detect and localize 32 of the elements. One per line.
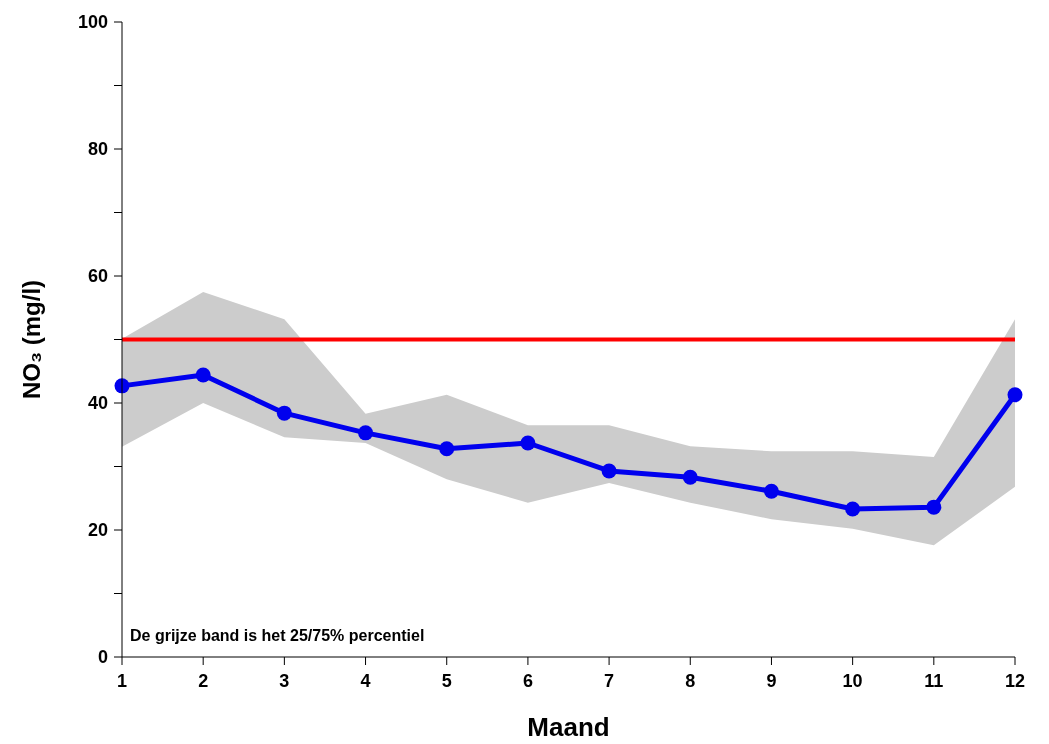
y-tick-label: 100 — [77, 12, 108, 33]
x-tick-label: 5 — [441, 671, 452, 691]
x-tick-label: 6 — [522, 671, 533, 691]
point — [1007, 387, 1023, 403]
x-axis-title: Maand — [527, 712, 610, 742]
y-axis-title: NO₃ (mg/l) — [18, 279, 45, 400]
point — [276, 405, 292, 421]
x-tick-label: 4 — [360, 671, 371, 691]
point — [926, 499, 942, 515]
x-tick-label: 7 — [604, 671, 615, 691]
x-tick-label: 3 — [279, 671, 290, 691]
y-tick-label: 40 — [87, 393, 108, 414]
point — [358, 425, 374, 441]
y-tick-label: 60 — [87, 266, 108, 287]
x-tick-label: 8 — [685, 671, 696, 691]
x-tick-label: 10 — [842, 671, 863, 691]
point — [763, 483, 779, 499]
point — [520, 435, 536, 451]
point — [195, 367, 211, 383]
annotation: De grijze band is het 25/75% percentiel — [130, 627, 425, 644]
x-tick-label: 12 — [1004, 671, 1026, 691]
x-tick-label: 11 — [924, 671, 944, 691]
x-tick-label: 9 — [766, 671, 777, 691]
x-tick-label: 1 — [116, 671, 128, 691]
y-tick-label: 80 — [87, 139, 108, 160]
y-tick-label: 20 — [87, 520, 108, 541]
y-tick-label: 0 — [97, 647, 108, 668]
point — [845, 501, 861, 517]
point — [439, 441, 455, 457]
x-tick-label: 2 — [198, 671, 209, 691]
point — [601, 463, 617, 479]
point — [682, 469, 698, 485]
